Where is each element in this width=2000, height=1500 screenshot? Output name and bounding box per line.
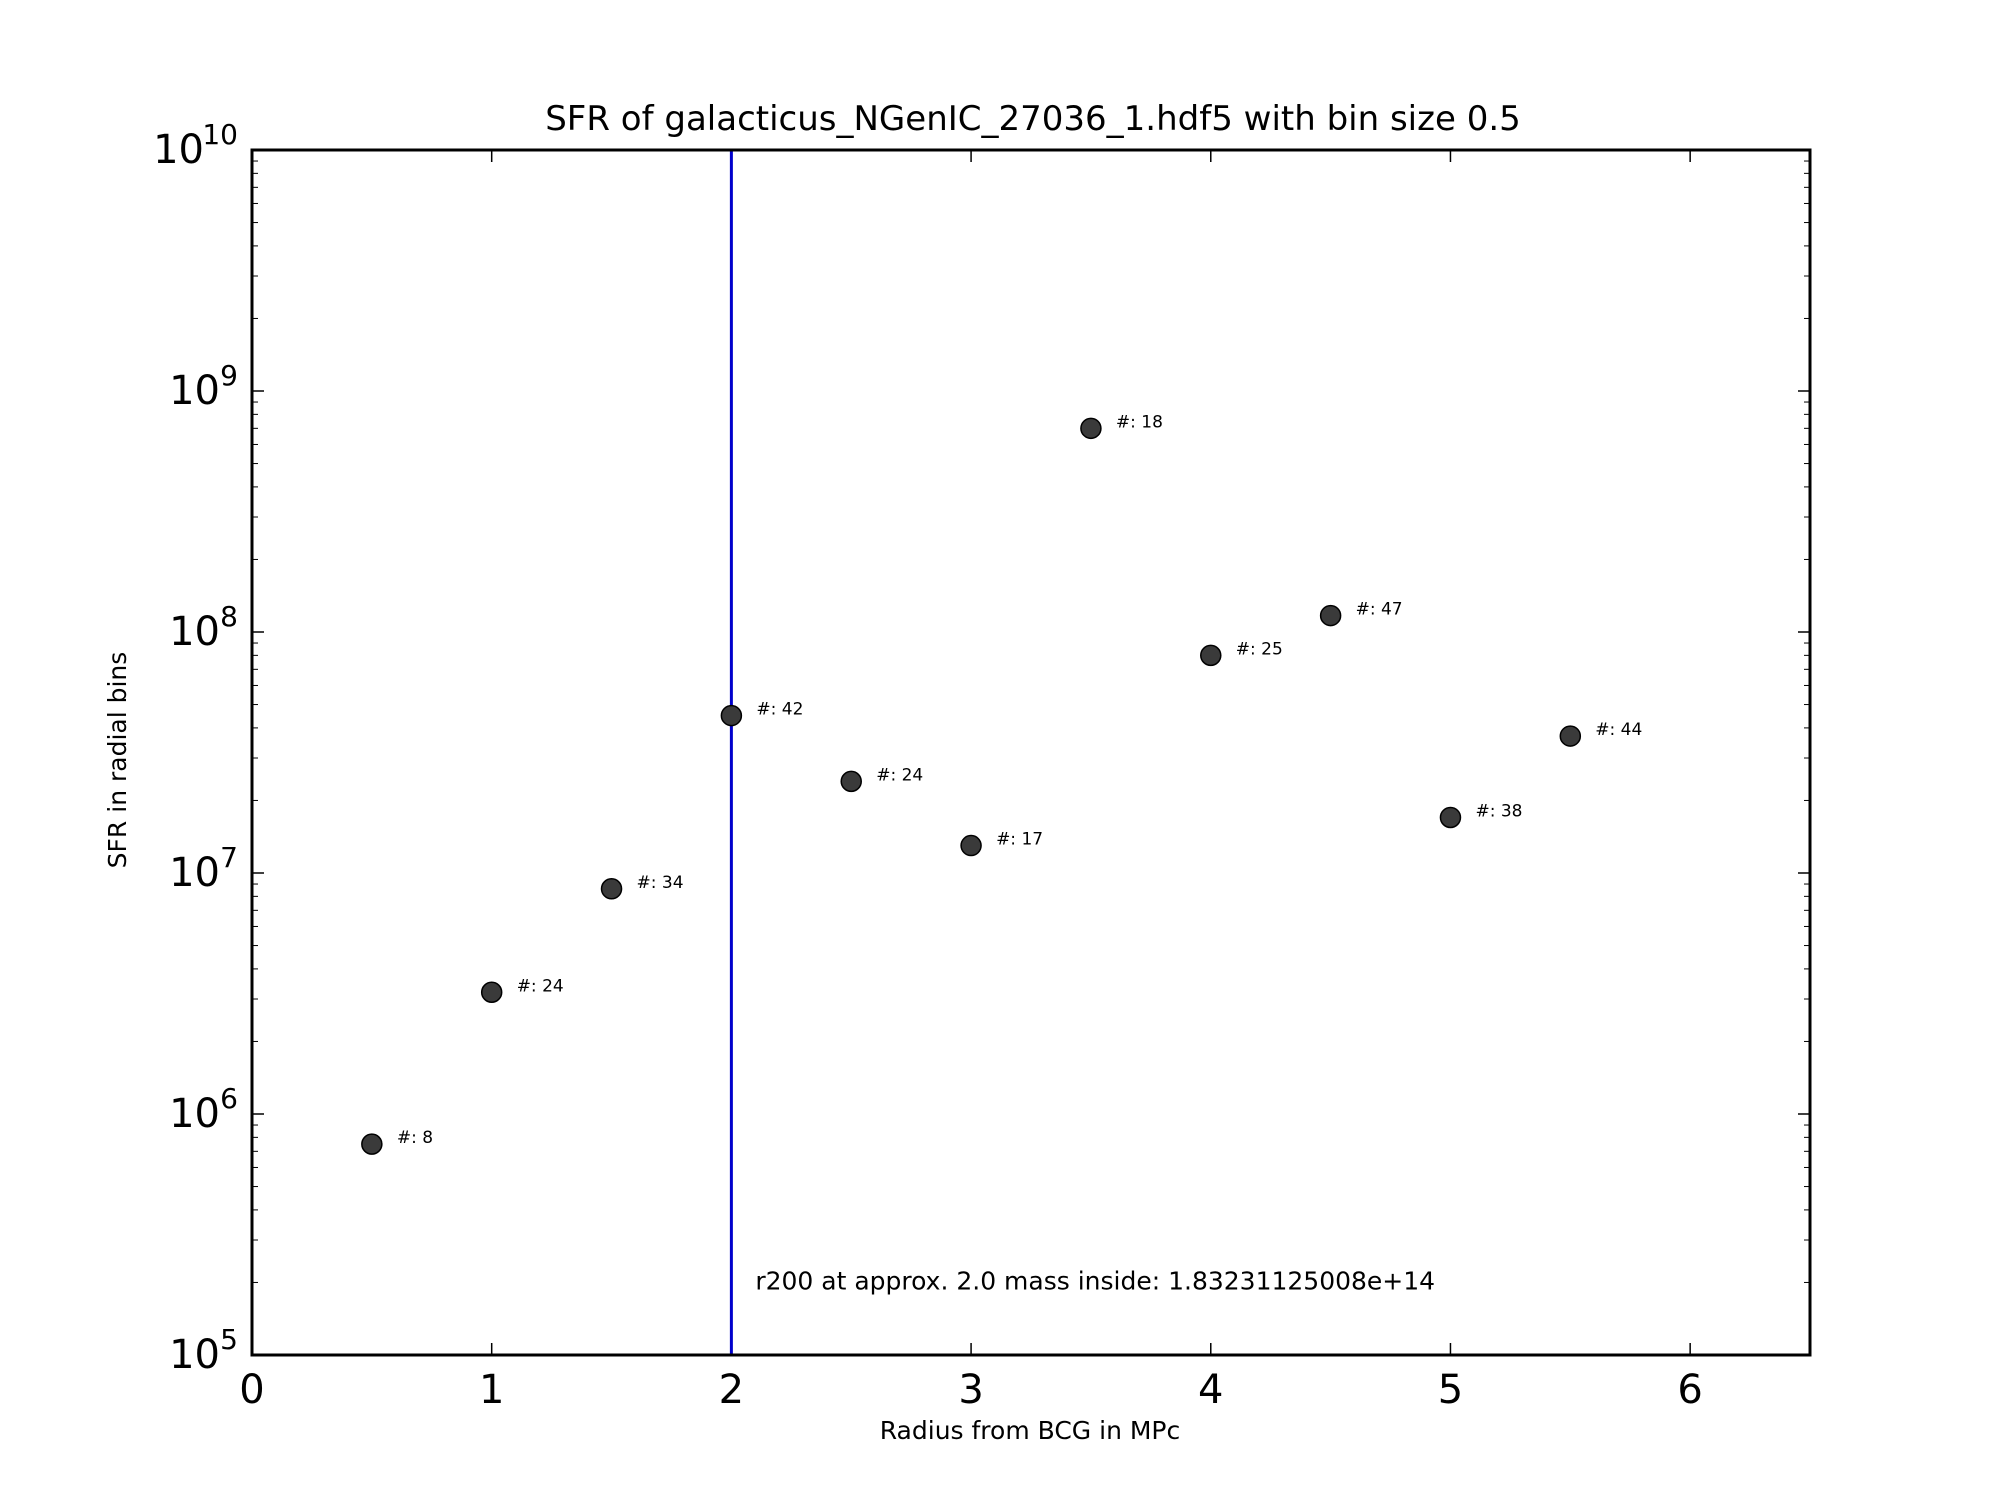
x-tick-label: 2	[719, 1367, 744, 1413]
data-point	[720, 704, 743, 727]
data-point-label: #: 42	[756, 700, 803, 720]
data-point	[1319, 604, 1342, 627]
y-tick-label: 10	[169, 1332, 220, 1378]
data-point-label: #: 17	[996, 830, 1043, 850]
data-point-label: #: 8	[397, 1128, 433, 1148]
x-tick-label: 6	[1677, 1367, 1702, 1413]
r200-annotation: r200 at approx. 2.0 mass inside: 1.83231…	[755, 1266, 1435, 1295]
y-tick-label: 10	[169, 368, 220, 414]
y-tick-label: 10	[169, 1091, 220, 1137]
chart-title: SFR of galacticus_NGenIC_27036_1.hdf5 wi…	[545, 99, 1521, 139]
y-tick-exponent: 7	[220, 841, 238, 874]
data-point-label: #: 38	[1475, 801, 1522, 821]
y-tick-exponent: 8	[220, 600, 238, 633]
data-point-label: #: 24	[876, 765, 923, 785]
y-tick-label: 10	[153, 127, 204, 173]
data-point	[1080, 417, 1102, 440]
data-point-label: #: 25	[1236, 639, 1283, 659]
plot-frame	[250, 148, 1812, 1357]
data-point-label: #: 44	[1595, 720, 1642, 740]
axis-ticks	[251, 149, 1810, 1356]
y-tick-exponent: 6	[220, 1082, 238, 1115]
data-point	[600, 878, 623, 900]
data-point-label: #: 18	[1116, 412, 1163, 432]
x-tick-label: 4	[1198, 1367, 1223, 1413]
data-point-label: #: 34	[637, 873, 684, 893]
data-point	[361, 1133, 383, 1155]
x-tick-label: 5	[1438, 1367, 1463, 1413]
data-point	[1200, 644, 1222, 667]
y-tick-label: 10	[169, 609, 220, 655]
x-tick-label: 1	[479, 1367, 504, 1413]
data-point-label: #: 47	[1356, 600, 1403, 620]
y-tick-exponent: 9	[220, 359, 238, 392]
y-axis-label: SFR in radial bins	[103, 652, 132, 869]
x-axis-label: Radius from BCG in MPc	[880, 1416, 1181, 1445]
data-point	[480, 981, 503, 1004]
x-tick-label: 0	[239, 1367, 264, 1413]
data-points: #: 8 #: 24 #: 34 #: 42 #: 24 #: 17 #: 18 #: 25 #…	[361, 412, 1642, 1155]
data-point-label: #: 24	[517, 976, 564, 996]
y-tick-label: 10	[169, 850, 220, 896]
data-point	[1439, 806, 1462, 829]
data-point	[960, 834, 982, 857]
x-tick-label: 3	[958, 1367, 983, 1413]
data-point	[840, 770, 862, 793]
y-tick-exponent: 10	[202, 118, 238, 151]
data-point	[1559, 725, 1582, 747]
y-tick-exponent: 5	[220, 1323, 238, 1356]
